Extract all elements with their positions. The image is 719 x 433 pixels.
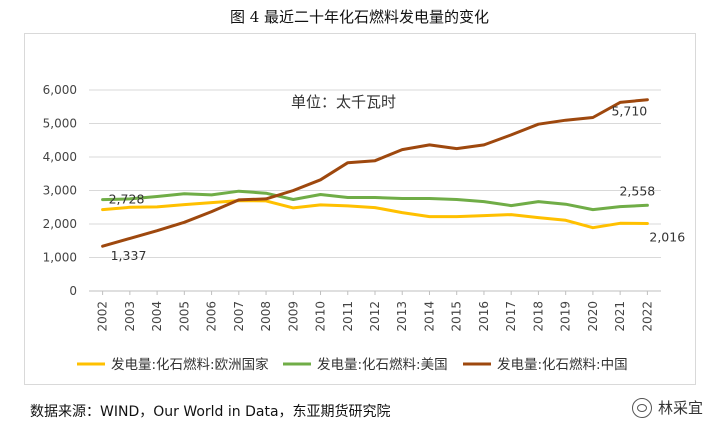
x-tick-label: 2012 bbox=[368, 301, 382, 332]
series-lines bbox=[101, 98, 649, 248]
x-tick-label: 2014 bbox=[422, 301, 436, 332]
x-tick-label: 2018 bbox=[531, 301, 545, 332]
data-label: 5,710 bbox=[611, 104, 647, 119]
x-tick-label: 2020 bbox=[586, 301, 600, 332]
legend-entry: 发电量:化石燃料:美国 bbox=[317, 356, 448, 373]
x-tick-label: 2007 bbox=[232, 301, 246, 332]
data-label: 1,337 bbox=[111, 248, 147, 263]
x-tick-label: 2006 bbox=[205, 301, 219, 332]
gridlines bbox=[89, 89, 661, 292]
x-tick-label: 2009 bbox=[286, 301, 300, 332]
data-label: 2,016 bbox=[649, 229, 685, 244]
x-axis: 2002 2003 2004 2005 2006 2007 2008 2009 2010 2011… bbox=[96, 291, 654, 332]
x-tick-label: 2022 bbox=[640, 301, 654, 332]
y-tick-label: 1,000 bbox=[43, 251, 77, 265]
legend-entry: 发电量:化石燃料:欧洲国家 bbox=[111, 356, 269, 373]
x-tick-label: 2016 bbox=[477, 301, 491, 332]
y-tick-label: 0 bbox=[69, 284, 77, 298]
x-tick-label: 2003 bbox=[123, 301, 137, 332]
watermark: 林采宜 bbox=[631, 397, 703, 418]
x-tick-label: 2021 bbox=[613, 301, 627, 332]
x-tick-label: 2017 bbox=[504, 301, 518, 332]
series-line bbox=[101, 98, 649, 248]
x-tick-label: 2011 bbox=[341, 301, 355, 332]
data-label: 2,558 bbox=[619, 183, 655, 198]
data-labels: 2,016 2,728 2,558 1,337 5,710 bbox=[109, 104, 686, 263]
data-label: 2,728 bbox=[109, 192, 145, 207]
x-tick-label: 2005 bbox=[177, 301, 191, 332]
source-note: 数据来源：WIND，Our World in Data，东亚期货研究院 bbox=[30, 404, 391, 420]
legend-entry: 发电量:化石燃料:中国 bbox=[497, 356, 628, 373]
series-line bbox=[101, 189, 649, 212]
series-line bbox=[101, 199, 649, 230]
x-tick-label: 2013 bbox=[395, 301, 409, 332]
x-tick-label: 2008 bbox=[259, 301, 273, 332]
x-tick-label: 2010 bbox=[314, 301, 328, 332]
x-tick-label: 2015 bbox=[450, 301, 464, 332]
legend: 发电量:化石燃料:欧洲国家 发电量:化石燃料:美国 发电量:化石燃料:中国 bbox=[77, 356, 628, 373]
x-tick-label: 2019 bbox=[559, 301, 573, 332]
y-tick-label: 4,000 bbox=[43, 150, 77, 164]
y-tick-label: 6,000 bbox=[43, 83, 77, 97]
y-tick-label: 2,000 bbox=[43, 217, 77, 231]
unit-annotation: 单位：太千瓦时 bbox=[291, 93, 396, 111]
wechat-icon bbox=[631, 397, 652, 418]
figure-title: 图 4 最近二十年化石燃料发电量的变化 bbox=[229, 8, 490, 26]
y-tick-label: 5,000 bbox=[43, 117, 77, 131]
y-axis: 0 1,000 2,000 3,000 4,000 5,000 6,000 bbox=[43, 83, 77, 298]
y-tick-label: 3,000 bbox=[43, 184, 77, 198]
x-tick-label: 2002 bbox=[96, 301, 110, 332]
x-tick-label: 2004 bbox=[150, 301, 164, 332]
chart-area: 0 1,000 2,000 3,000 4,000 5,000 6,000 2002 2003… bbox=[24, 33, 696, 385]
line-chart: 0 1,000 2,000 3,000 4,000 5,000 6,000 2002 2003… bbox=[43, 83, 686, 373]
watermark-text: 林采宜 bbox=[657, 399, 703, 417]
